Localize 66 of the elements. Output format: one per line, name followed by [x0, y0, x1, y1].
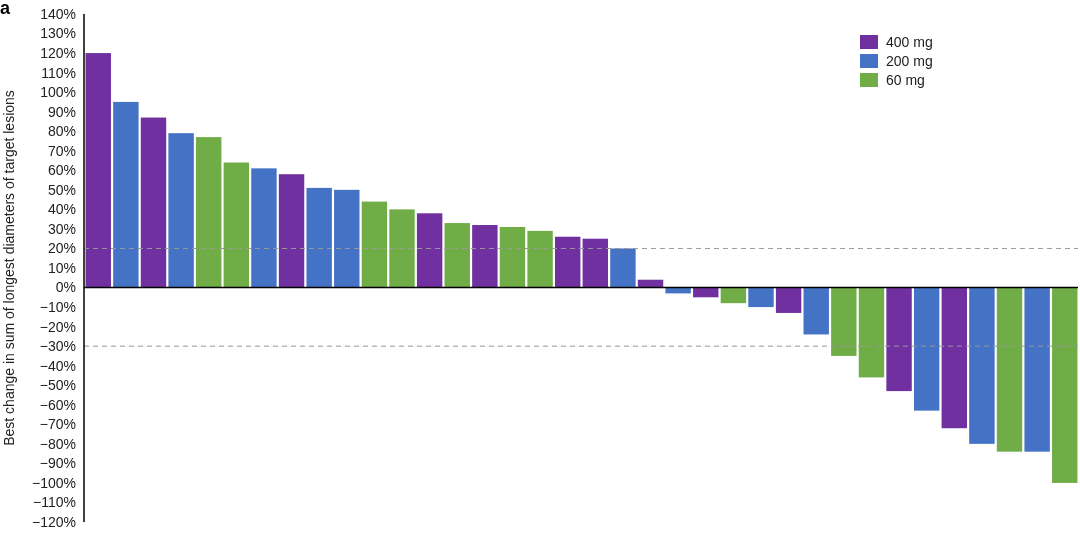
y-tick-label: 10%: [47, 259, 76, 276]
bar: [361, 201, 388, 288]
y-tick-label: −60%: [39, 396, 76, 413]
y-tick-label: −70%: [39, 416, 76, 433]
bar: [499, 226, 526, 288]
y-tick-label: −30%: [39, 338, 76, 355]
bar: [582, 238, 609, 288]
y-tick-label: 0%: [55, 279, 76, 296]
bar: [748, 287, 774, 308]
bar: [416, 213, 443, 288]
legend-label: 200 mg: [886, 52, 933, 69]
bar: [775, 287, 802, 313]
y-tick-label: 110%: [41, 64, 76, 81]
y-tick-label: −80%: [39, 435, 76, 452]
bar: [831, 287, 857, 356]
y-tick-label: 100%: [40, 84, 76, 101]
y-tick-label: −40%: [39, 357, 76, 374]
bar: [969, 287, 995, 444]
y-tick-label: 90%: [47, 103, 76, 120]
y-tick-label: −120%: [32, 513, 76, 530]
y-tick-label: −10%: [39, 298, 76, 315]
y-axis-title: Best change in sum of longest diameters of target lesions: [1, 90, 17, 446]
bar: [278, 174, 305, 288]
legend-label: 60 mg: [886, 71, 925, 88]
bar: [941, 287, 967, 429]
bar: [693, 287, 719, 298]
bar: [196, 137, 222, 288]
legend-label: 400 mg: [886, 33, 933, 50]
y-tick-label: 70%: [47, 142, 76, 159]
bar: [334, 189, 360, 288]
bar: [1052, 287, 1078, 483]
text: a: [0, 0, 11, 18]
bar: [306, 187, 332, 288]
bar: [720, 287, 747, 304]
y-tick-label: −90%: [39, 455, 76, 472]
bar: [803, 287, 829, 335]
y-tick-label: 80%: [47, 123, 76, 140]
bar: [472, 225, 498, 288]
bar: [251, 168, 277, 288]
bar: [610, 248, 636, 288]
bar: [1024, 287, 1050, 452]
y-tick-label: −20%: [39, 318, 76, 335]
y-tick-label: 60%: [47, 162, 76, 179]
bar: [996, 287, 1023, 452]
bar: [554, 236, 581, 288]
bar: [886, 287, 912, 392]
y-tick-label: −100%: [32, 474, 76, 491]
bar: [85, 53, 111, 288]
bar: [140, 117, 167, 288]
bar: [913, 287, 940, 411]
y-tick-label: 130%: [40, 25, 76, 42]
bar: [858, 287, 885, 378]
y-tick-label: 30%: [47, 220, 76, 237]
y-tick-label: −50%: [39, 377, 76, 394]
y-tick-label: −110%: [33, 494, 76, 511]
bar: [527, 230, 553, 288]
bar: [223, 162, 250, 288]
y-tick-label: 140%: [40, 5, 76, 22]
bar: [444, 223, 470, 288]
bar: [113, 101, 139, 288]
y-tick-label: 40%: [47, 201, 76, 218]
y-tick-label: 50%: [47, 181, 76, 198]
y-tick-label: 120%: [40, 44, 76, 61]
y-tick-label: 20%: [47, 240, 76, 257]
bar: [168, 133, 194, 288]
bar: [389, 209, 415, 288]
